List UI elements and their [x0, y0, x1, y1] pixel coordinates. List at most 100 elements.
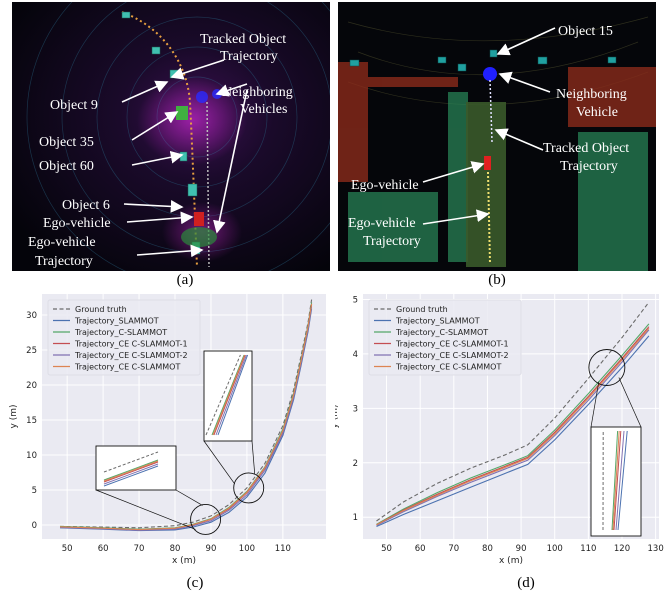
x-tick-label: 70 [134, 544, 145, 554]
y-tick-label: 5 [32, 486, 37, 496]
zoom-circle-d [588, 349, 626, 386]
y-tick-label: 5 [353, 295, 358, 305]
anno-ego: Ego-vehicle [43, 216, 111, 231]
x-tick-label: 110 [580, 544, 596, 554]
legend-label-0: Ground truth [396, 305, 448, 314]
y-tick-label: 0 [32, 521, 37, 531]
anno-object-15: Object 15 [558, 24, 613, 39]
anno-object-6: Object 6 [62, 198, 110, 213]
inset-2-line-2 [211, 354, 245, 436]
anno-tracked-traj-2: Trajectory [220, 49, 278, 64]
series-line-0 [59, 299, 313, 529]
anno-object-35: Object 35 [39, 135, 94, 150]
legend-label-3: Trajectory_CE C-SLAMMOT-1 [395, 340, 509, 349]
inset-d-line-4 [615, 430, 625, 531]
annotations-a: Tracked Object Trajectory Neighboring Ve… [28, 32, 293, 269]
x-tick-label: 80 [482, 544, 493, 554]
legend-label-1: Trajectory_SLAMMOT [395, 317, 480, 326]
inset-2-line-5 [212, 354, 246, 436]
legend: Ground truth Trajectory_SLAMMOT Trajectory… [47, 299, 201, 376]
y-tick-label: 3 [353, 404, 358, 414]
anno-ego-traj-b-2: Trajectory [363, 234, 421, 249]
legend-label-5: Trajectory_CE C-SLAMMOT [74, 363, 180, 372]
anno-object-9: Object 9 [50, 98, 98, 113]
x-tick-label: 60 [415, 544, 426, 554]
chart-c: 50 60 70 80 90 100 110 0 5 10 15 20 25 30 x (m) y (m) Gr… [0, 286, 335, 581]
x-tick-label: 110 [275, 544, 291, 554]
y-tick-label: 20 [26, 381, 37, 391]
anno-object-60: Object 60 [39, 159, 94, 174]
inset-d-line-2 [611, 430, 619, 531]
x-tick-label: 120 [614, 544, 630, 554]
legend-label-0: Ground truth [75, 305, 127, 314]
inset-2-line-0 [205, 354, 241, 436]
inset-1-line-0 [103, 451, 159, 473]
legend-label-4: Trajectory_CE C-SLAMMOT-2 [74, 351, 188, 360]
inset-d-line-5 [612, 430, 620, 531]
x-tick-label: 100 [239, 544, 255, 554]
series-line-1 [376, 335, 650, 528]
inset-2-line-1 [217, 354, 249, 436]
inset-connector-2a [203, 440, 235, 485]
series-line-4 [59, 306, 313, 531]
inset-d-line-1 [617, 430, 628, 531]
zoom-circle-2 [233, 472, 265, 504]
x-tick-label: 90 [516, 544, 527, 554]
inset-connector-1a [95, 489, 196, 530]
inset-1-line-5 [103, 460, 159, 482]
y-tick-label: 10 [26, 451, 37, 461]
chart-d: 50 60 70 80 90 100 110 120 130 1 2 3 4 5 x (m) y (m) Gro… [330, 286, 670, 581]
panel-label-a: (a) [176, 272, 194, 288]
anno-tracked-traj-b-2: Trajectory [560, 159, 618, 174]
y-tick-label: 30 [26, 311, 37, 321]
x-tick-label: 50 [62, 544, 73, 554]
inset-1-line-4 [103, 463, 159, 485]
legend-box [47, 299, 201, 376]
y-axis-label: y (m) [335, 405, 340, 429]
chart-c-svg: 50 60 70 80 90 100 110 0 5 10 15 20 25 30 x (m) y (m) Gr… [9, 294, 326, 566]
inset-1-line-1 [103, 465, 159, 487]
inset-connector-2b [251, 440, 256, 474]
anno-neighboring-b-2: Vehicle [576, 105, 618, 120]
series-line-5 [376, 327, 650, 526]
panel-label-c: (c) [186, 575, 204, 591]
y-tick-label: 25 [26, 346, 37, 356]
anno-tracked-traj-1: Tracked Object [200, 32, 286, 47]
inset-connector-1b [175, 489, 203, 506]
legend-label-4: Trajectory_CE C-SLAMMOT-2 [395, 351, 509, 360]
panel-label-b: (b) [488, 272, 506, 288]
anno-neighboring-2: Vehicles [240, 102, 287, 117]
y-axis-label: y (m) [9, 405, 19, 429]
x-tick-label: 100 [547, 544, 563, 554]
anno-ego-traj-1: Ego-vehicle [28, 235, 96, 250]
anno-ego-traj-b-1: Ego-vehicle [348, 216, 416, 231]
series-group [59, 299, 313, 532]
series-line-5 [59, 303, 313, 531]
legend: Ground truth Trajectory_SLAMMOT Trajectory… [368, 299, 522, 376]
series-group [376, 301, 650, 528]
inset-2-line-4 [215, 354, 247, 436]
x-axis-label: x (m) [172, 556, 196, 566]
series-line-4 [376, 329, 650, 526]
x-axis-label: x (m) [499, 556, 523, 566]
zoom-circle-1 [190, 503, 222, 535]
legend-label-2: Trajectory_C-SLAMMOT [74, 328, 167, 337]
x-tick-label: 70 [448, 544, 459, 554]
inset-2-line-3 [213, 354, 246, 436]
inset-connector-d-a [590, 381, 600, 428]
series-line-3 [376, 326, 650, 526]
x-tick-label: 90 [206, 544, 217, 554]
inset-1-line-2 [103, 459, 159, 481]
y-tick-label: 2 [353, 459, 358, 469]
series-line-2 [376, 323, 650, 525]
legend-box [368, 299, 522, 376]
anno-ego-traj-2: Trajectory [35, 254, 93, 269]
x-tick-label: 50 [381, 544, 392, 554]
annotations-b: Object 15 Neighboring Vehicle Tracked Ob… [348, 24, 629, 249]
anno-neighboring-b-1: Neighboring [556, 87, 627, 102]
inset-connector-d-b [618, 377, 642, 428]
x-tick-label: 80 [170, 544, 181, 554]
chart-d-svg: 50 60 70 80 90 100 110 120 130 1 2 3 4 5 x (m) y (m) Gro… [330, 294, 664, 566]
x-tick-label: 130 [648, 544, 664, 554]
y-tick-label: 15 [26, 416, 37, 426]
